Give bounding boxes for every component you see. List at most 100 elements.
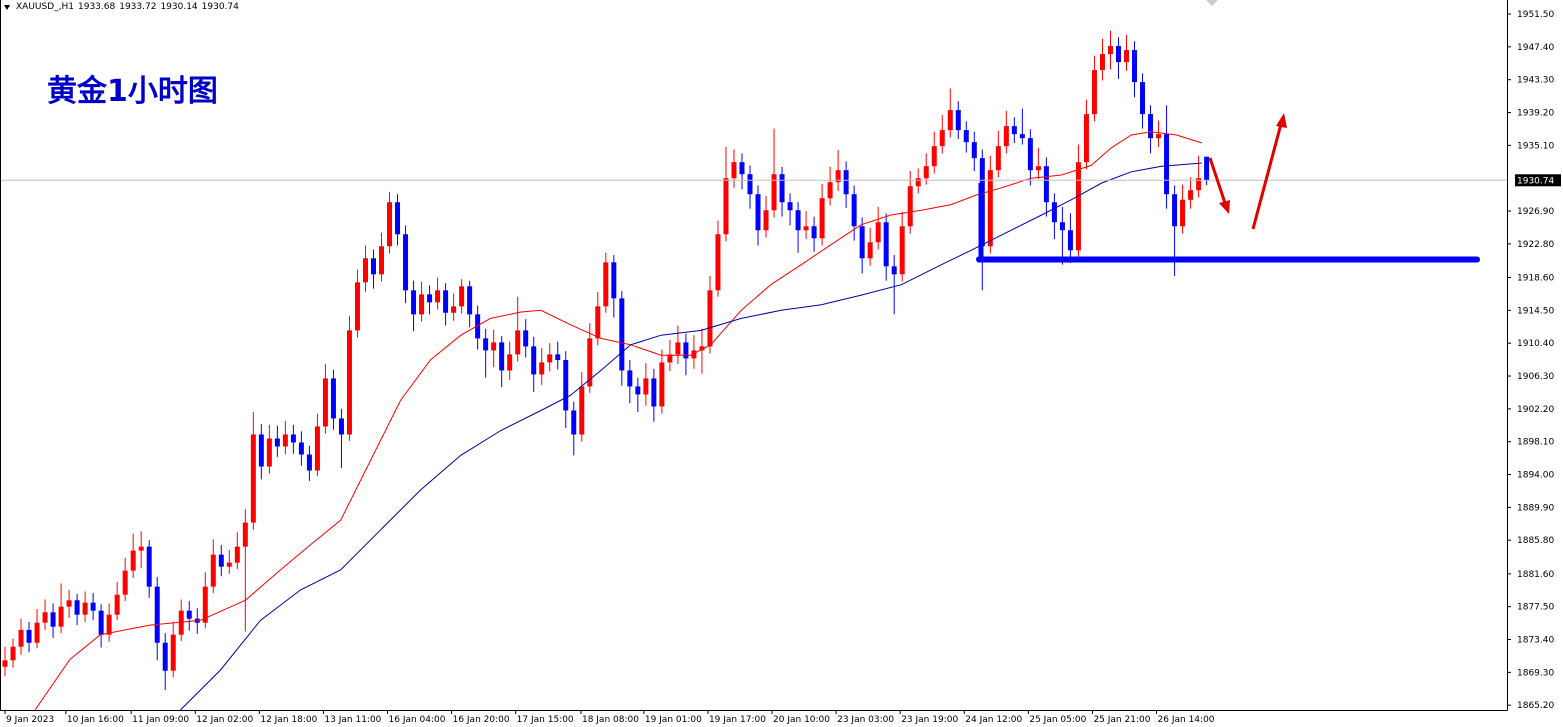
candle-body (995, 146, 1001, 171)
candle-body (1035, 166, 1041, 171)
candle-body (771, 174, 777, 211)
candle-body (899, 226, 905, 275)
candle-body (50, 612, 56, 627)
candle-body (82, 602, 88, 615)
candle-body (963, 130, 969, 143)
candle-body (1107, 46, 1113, 55)
arrow-up (1251, 123, 1283, 230)
x-tick-label: 16 Jan 04:00 (389, 715, 446, 725)
x-tick-label: 25 Jan 21:00 (1093, 715, 1150, 725)
candle-body (370, 258, 376, 275)
candle-body (258, 434, 264, 467)
candle-body (290, 434, 296, 443)
candle-body (539, 362, 545, 375)
candle-body (306, 454, 312, 471)
candle-body (1180, 199, 1186, 227)
candle-body (451, 306, 457, 313)
candle-body (427, 294, 433, 303)
x-tick-label: 20 Jan 10:00 (773, 715, 830, 725)
candle-body (611, 262, 617, 299)
y-tick-label: 1951.50 (1517, 10, 1554, 20)
x-tick-label: 12 Jan 02:00 (196, 715, 253, 725)
candle-body (443, 290, 449, 313)
candle-body (1051, 202, 1057, 223)
candle-body (362, 258, 368, 283)
candle-body (915, 178, 921, 187)
x-tick-label: 19 Jan 01:00 (645, 715, 702, 725)
candle-body (531, 346, 537, 375)
candle-body (330, 378, 336, 419)
candle-body (971, 142, 977, 159)
annotations (976, 113, 1480, 263)
arrow-down-head (1219, 200, 1230, 214)
candle-body (1164, 134, 1170, 195)
y-tick-label: 1926.90 (1517, 207, 1554, 217)
candle-body (154, 586, 160, 643)
arrow-down (1208, 157, 1228, 207)
y-tick-label: 1865.20 (1517, 701, 1554, 711)
candle-body (42, 612, 48, 623)
candle-body (675, 342, 681, 355)
candle-body (707, 290, 713, 347)
candle-body (1204, 156, 1210, 181)
y-tick-label: 1906.30 (1517, 372, 1554, 382)
candle-body (178, 610, 184, 635)
candle-body (851, 194, 857, 227)
candle-body (242, 522, 248, 547)
candle-body (435, 290, 441, 303)
plot-area (0, 30, 1507, 710)
candle-body (747, 174, 753, 195)
candle-body (1083, 114, 1089, 163)
candle-body (947, 110, 953, 131)
candle-body (619, 298, 625, 371)
candle-body (210, 554, 216, 587)
candle-body (170, 634, 176, 671)
candle-body (827, 182, 833, 199)
candle-body (627, 370, 633, 387)
candle-body (563, 360, 569, 411)
candle-body (483, 338, 489, 351)
y-tick-label: 1898.10 (1517, 438, 1554, 448)
candle-body (923, 166, 929, 179)
candle-body (835, 170, 841, 183)
low-value: 1930.14 (160, 2, 198, 12)
candle-body (419, 294, 425, 315)
candle-body (1196, 178, 1202, 191)
y-tick-label: 1939.20 (1517, 109, 1554, 119)
candle-body (635, 386, 641, 395)
candle-body (755, 194, 761, 231)
y-tick-label: 1943.30 (1517, 76, 1554, 86)
candle-body (1188, 190, 1194, 200)
y-tick-label: 1885.80 (1517, 536, 1554, 546)
candle-body (779, 174, 785, 203)
candle-body (1148, 114, 1154, 139)
candle-body (875, 222, 881, 243)
candle-body (587, 338, 593, 387)
candle-body (739, 162, 745, 175)
candle-body (467, 286, 473, 315)
candle-body (555, 354, 561, 361)
candle-body (459, 286, 465, 307)
candle-body (234, 546, 240, 563)
candle-body (58, 606, 64, 627)
candle-body (1099, 54, 1105, 71)
shift-marker (1206, 0, 1218, 6)
candle-body (523, 330, 529, 347)
last-price-box (1515, 174, 1561, 187)
chart-header: XAUUSD_,H1 1933.68 1933.72 1930.14 1930.74 (16, 2, 243, 12)
candle-body (1132, 50, 1138, 83)
candle-body (34, 622, 40, 643)
candle-body (787, 202, 793, 211)
candle-body (106, 614, 112, 635)
x-tick-label: 10 Jan 16:00 (67, 715, 124, 725)
x-tick-label: 9 Jan 2023 (6, 715, 54, 725)
candle-body (395, 202, 401, 235)
candle-body (90, 602, 96, 611)
close-value: 1930.74 (201, 2, 239, 12)
arrow-up-head (1276, 113, 1287, 128)
x-tick-label: 23 Jan 03:00 (837, 715, 894, 725)
candle-body (1156, 134, 1162, 139)
candle-body (811, 226, 817, 239)
candle-body (843, 170, 849, 195)
candle-body (939, 130, 945, 147)
